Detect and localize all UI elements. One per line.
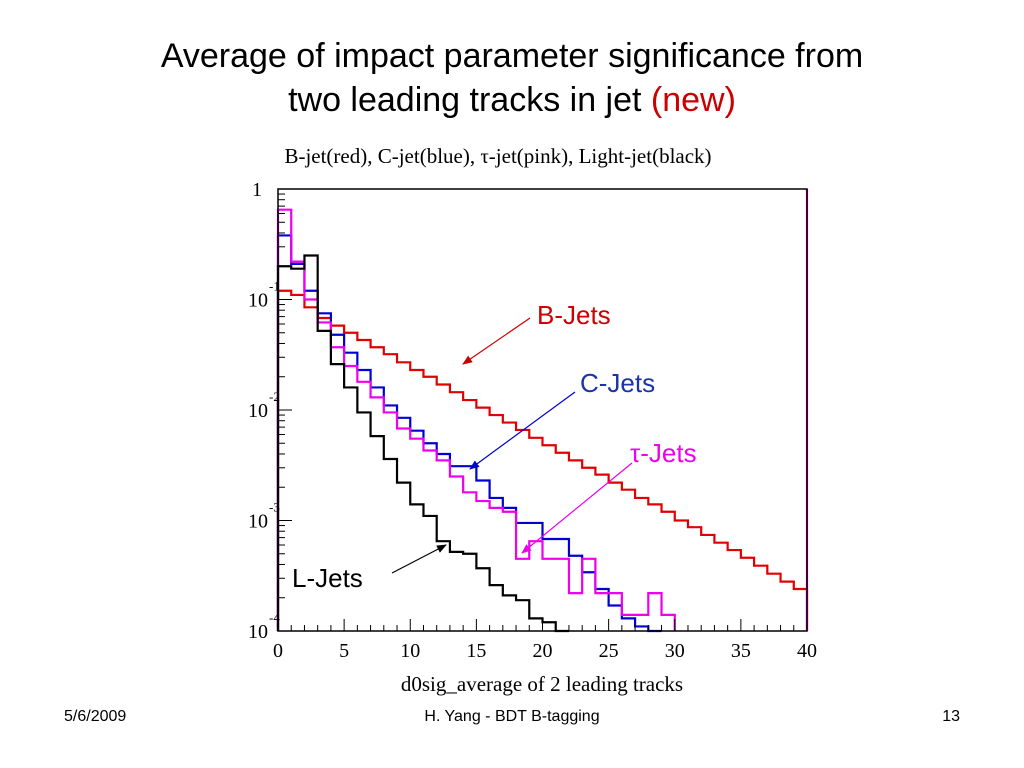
- slide-title: Average of impact parameter significance…: [0, 34, 1024, 122]
- y-tick-exponent: -3: [269, 500, 280, 515]
- x-tick-label: 5: [339, 640, 349, 662]
- title-line-2: two leading tracks in jet (new): [0, 78, 1024, 122]
- title-new-highlight: (new): [650, 81, 736, 119]
- x-tick-label: 10: [400, 640, 420, 662]
- footer-page-number: 13: [942, 708, 960, 725]
- chart-title: B-jet(red), C-jet(blue), τ-jet(pink), Li…: [284, 144, 711, 168]
- x-tick-label: 40: [797, 640, 817, 662]
- annotation-l-jets-arrow: [391, 544, 447, 574]
- y-tick-exponent: -2: [269, 389, 280, 404]
- annotation-b-jets-arrow: [462, 317, 531, 365]
- x-tick-label: 0: [273, 640, 283, 662]
- y-tick-label: 10: [248, 400, 268, 422]
- series-b-jet-line: [276, 289, 809, 631]
- x-tick-label: 20: [533, 640, 553, 662]
- y-tick-label: 10: [248, 621, 268, 643]
- x-tick-label: 25: [599, 640, 619, 662]
- footer-center: H. Yang - BDT B-tagging: [424, 708, 600, 725]
- annotation-c-jets: C-Jets: [580, 368, 655, 398]
- x-axis-label: d0sig_average of 2 leading tracks: [401, 672, 683, 696]
- annotation-tau-jets-arrow: [521, 462, 633, 554]
- y-tick-exponent: -4: [269, 610, 280, 625]
- y-tick-exponent: -1: [269, 279, 280, 294]
- x-tick-label: 15: [466, 640, 486, 662]
- annotation-tau-jets: τ-Jets: [630, 438, 697, 468]
- annotation-l-jets: L-Jets: [292, 563, 363, 593]
- series-jet-line: [276, 208, 676, 631]
- x-tick-label: 30: [665, 640, 685, 662]
- title-line-2-prefix: two leading tracks in jet: [288, 81, 651, 119]
- title-line-1: Average of impact parameter significance…: [160, 37, 864, 75]
- y-tick-label: 10: [248, 511, 268, 533]
- series-light-jet-line: [276, 254, 569, 633]
- annotation-b-jets: B-Jets: [537, 300, 611, 330]
- annotation-c-jets-arrow: [469, 391, 576, 470]
- y-tick-label: 1: [252, 179, 262, 201]
- footer-date: 5/6/2009: [64, 708, 127, 725]
- y-tick-label: 10: [248, 290, 268, 312]
- x-tick-label: 35: [731, 640, 751, 662]
